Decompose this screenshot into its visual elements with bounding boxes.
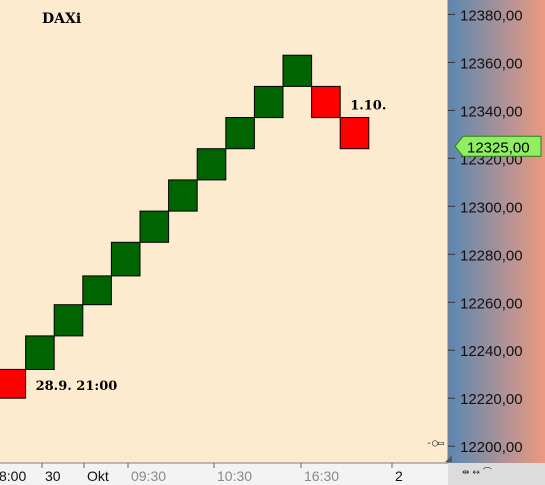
renko-brick-down — [339, 117, 370, 150]
renko-brick-up — [110, 241, 141, 277]
axis-controls-icon[interactable]: ⇹ ↔ ⌒ — [462, 467, 492, 478]
renko-brick-up — [53, 304, 84, 337]
bricks — [0, 54, 370, 399]
axis-controls — [448, 463, 545, 485]
current-price-label: 12325,00 — [467, 139, 530, 156]
x-tick-label: 10:30 — [217, 468, 252, 484]
renko-brick-down — [0, 368, 27, 399]
y-tick-label: 12280,00 — [460, 247, 523, 264]
current-price-marker: 12325,00 — [454, 135, 542, 157]
annotations: 28.9. 21:00 1.10. — [36, 99, 387, 395]
plot-area — [0, 0, 448, 463]
y-tick-label: 12300,00 — [460, 199, 523, 216]
renko-brick-up — [225, 117, 255, 150]
annotation-label: 28.9. 21:00 — [36, 379, 118, 394]
y-tick-label: 12220,00 — [460, 391, 523, 408]
x-tick-label: 8:00 — [0, 468, 26, 484]
chart-title: DAXi — [42, 11, 81, 27]
x-tick-label: 09:30 — [131, 468, 166, 484]
renko-brick-up — [25, 335, 55, 370]
y-tick-label: 12340,00 — [460, 103, 523, 120]
y-tick-label: 12360,00 — [460, 55, 523, 72]
x-tick-label: 30 — [45, 468, 61, 484]
time-axis — [0, 463, 448, 485]
y-tick-label: 12240,00 — [460, 343, 523, 360]
y-tick-label: 12200,00 — [460, 439, 523, 456]
resize-corner-icon[interactable]: ◢ — [445, 454, 452, 464]
renko-brick-up — [139, 210, 170, 243]
x-tick-label: 16:30 — [304, 468, 339, 484]
renko-brick-up — [82, 275, 112, 306]
link-icon[interactable]: -○▭ — [426, 438, 444, 449]
price-axis — [448, 0, 545, 463]
x-axis-ticks: 8:00 30 Okt 09:30 10:30 16:30 2 — [0, 463, 403, 484]
x-tick-label: 2 — [395, 468, 403, 484]
current-price-badge — [454, 135, 542, 157]
renko-brick-up — [168, 179, 198, 212]
renko-brick-up — [196, 148, 227, 181]
y-tick-label: 12380,00 — [460, 7, 523, 24]
annotation-label: 1.10. — [350, 99, 386, 114]
x-tick-label: Okt — [87, 468, 109, 484]
y-tick-label: 12260,00 — [460, 295, 523, 312]
renko-brick-up — [253, 85, 284, 119]
renko-brick-up — [282, 54, 313, 87]
renko-brick-down — [311, 85, 341, 119]
